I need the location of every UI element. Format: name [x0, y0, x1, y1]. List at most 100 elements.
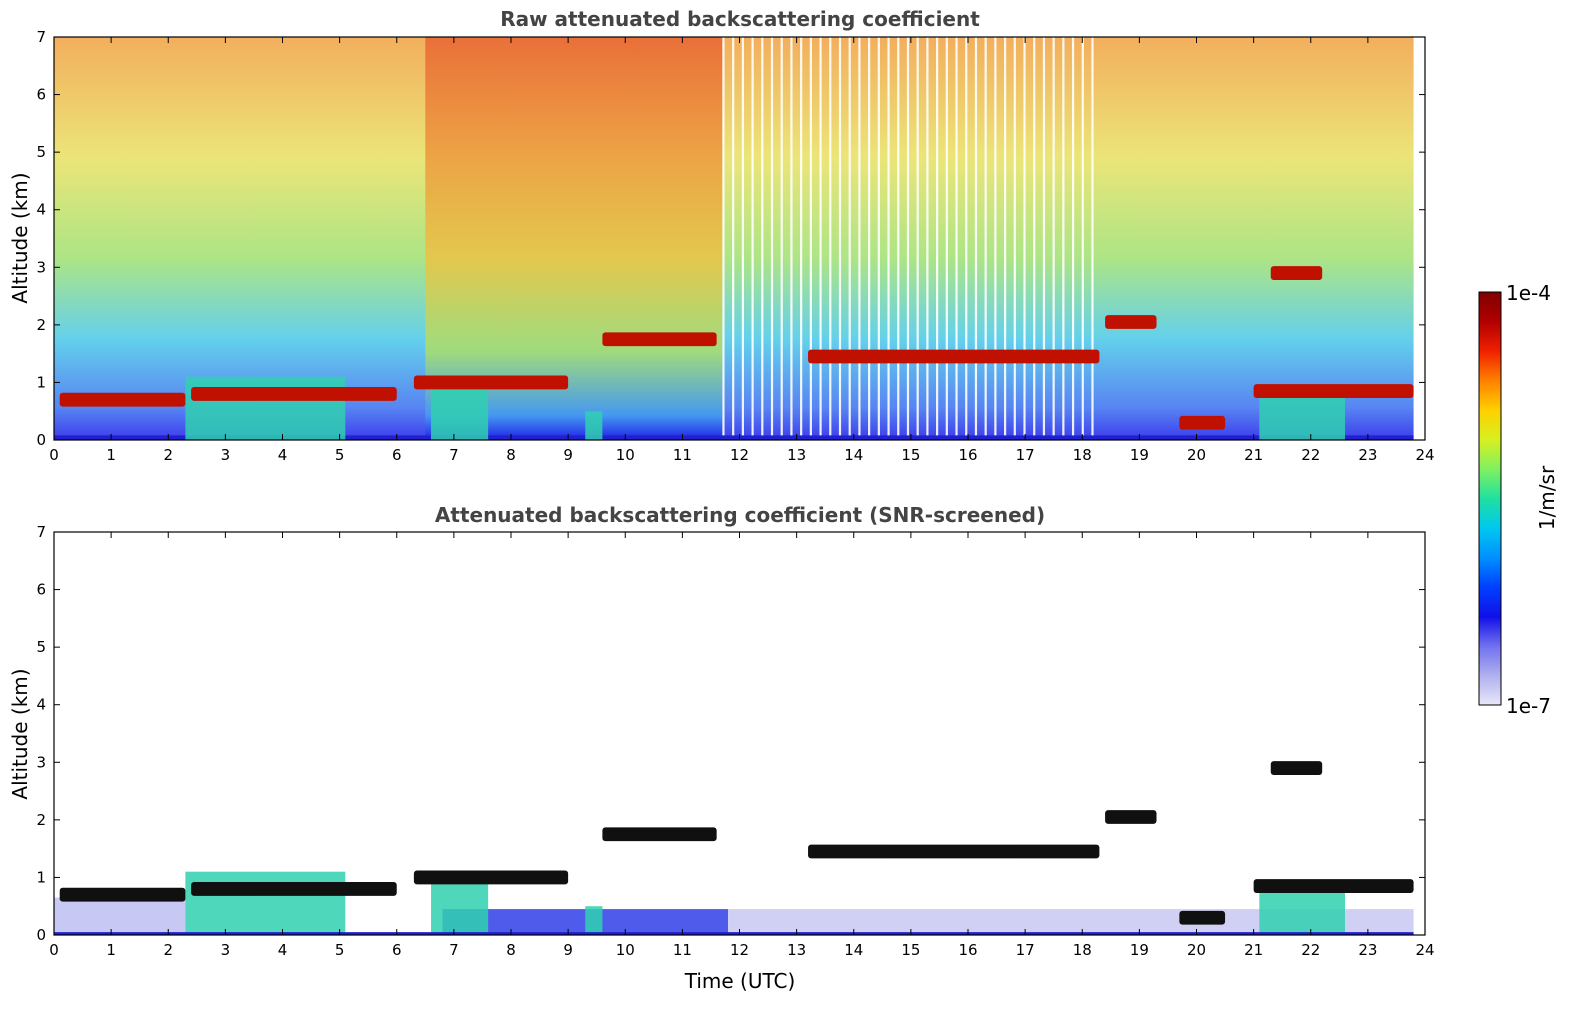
- x-tick-label: 16: [958, 446, 977, 464]
- colorbar-max-label: 1e-4: [1506, 281, 1551, 305]
- y-tick-label: 0: [36, 926, 46, 944]
- raw-data-gap: [829, 37, 832, 440]
- x-tick-label: 5: [335, 941, 345, 959]
- screened-x-ticks: 0 1 2 3 4 5 6 7 8 9 10 11 12 13 14 15 16 17 18 19 20 21 22 23 24: [49, 532, 1435, 959]
- raw-data-gap: [819, 37, 822, 440]
- raw-aerosol-plume: [585, 411, 603, 440]
- raw-data-gap: [790, 37, 793, 440]
- x-tick-label: 10: [616, 941, 635, 959]
- x-tick-label: 19: [1130, 941, 1149, 959]
- raw-cloud-layer: [1253, 384, 1414, 398]
- raw-data-gap: [974, 37, 978, 440]
- screened-heatmap-field: [54, 871, 1414, 935]
- x-tick-label: 4: [278, 446, 288, 464]
- raw-cloud-layer: [808, 349, 1100, 364]
- raw-surface-band: [54, 435, 1414, 440]
- raw-cloud-layer: [191, 387, 397, 401]
- screened-cloud-layer: [413, 870, 569, 885]
- raw-data-gap: [887, 37, 890, 440]
- raw-data-gap: [916, 37, 919, 440]
- x-tick-label: 4: [278, 941, 288, 959]
- raw-data-gap: [945, 37, 948, 440]
- raw-data-gap: [965, 37, 968, 440]
- colorbar-unit-label: 1/m/sr: [1535, 465, 1559, 530]
- x-tick-label: 23: [1358, 941, 1377, 959]
- raw-data-gap: [1023, 37, 1026, 440]
- raw-cloud-layer: [413, 375, 569, 390]
- x-tick-label: 20: [1187, 446, 1206, 464]
- y-tick-label: 1: [36, 373, 46, 391]
- colorbar-scale: [1478, 291, 1502, 706]
- raw-aerosol-plume: [185, 376, 346, 440]
- x-tick-label: 13: [787, 446, 806, 464]
- raw-data-gap: [1033, 37, 1036, 440]
- x-tick-label: 14: [844, 941, 863, 959]
- y-tick-label: 5: [36, 143, 46, 161]
- x-tick-label: 3: [221, 446, 231, 464]
- x-tick-label: 15: [901, 446, 920, 464]
- raw-data-gap: [1003, 37, 1007, 440]
- screened-cloud-layers: [59, 761, 1414, 925]
- x-tick-label: 6: [392, 446, 402, 464]
- raw-backscatter-panel: Raw attenuated backscattering coefficien…: [8, 7, 1435, 464]
- x-tick-label: 6: [392, 941, 402, 959]
- y-tick-label: 2: [36, 811, 46, 829]
- x-tick-label: 11: [673, 941, 692, 959]
- x-tick-label: 17: [1016, 941, 1035, 959]
- raw-data-gap: [809, 37, 812, 440]
- x-axis-label: Time (UTC): [684, 969, 796, 993]
- screened-aerosol-plume: [185, 871, 346, 935]
- x-tick-label: 21: [1244, 446, 1263, 464]
- y-tick-label: 4: [36, 201, 46, 219]
- raw-data-gap: [770, 37, 774, 440]
- x-tick-label: 15: [901, 941, 920, 959]
- x-tick-label: 8: [506, 446, 516, 464]
- raw-heatmap-field: [54, 37, 1414, 440]
- x-tick-label: 11: [673, 446, 692, 464]
- y-tick-label: 4: [36, 696, 46, 714]
- raw-data-gap: [722, 37, 725, 440]
- x-tick-label: 2: [163, 941, 173, 959]
- raw-cloud-layer: [59, 392, 186, 407]
- y-tick-label: 7: [36, 28, 46, 46]
- y-tick-label: 3: [36, 753, 46, 771]
- screened-aerosol-plume: [431, 883, 489, 935]
- x-tick-label: 3: [221, 941, 231, 959]
- raw-y-axis-label: Altitude (km): [8, 172, 32, 303]
- raw-data-gap: [984, 37, 987, 440]
- x-tick-label: 0: [49, 941, 59, 959]
- x-tick-label: 23: [1358, 446, 1377, 464]
- x-tick-label: 17: [1016, 446, 1035, 464]
- screened-cloud-layer: [808, 844, 1100, 859]
- raw-data-gap: [897, 37, 900, 440]
- raw-data-gap: [751, 37, 754, 440]
- colorbar: 1e-4 1e-7 1/m/sr: [1478, 281, 1559, 718]
- screened-cloud-layer: [1179, 910, 1226, 925]
- y-tick-label: 3: [36, 258, 46, 276]
- screened-haze: [54, 897, 186, 935]
- x-tick-label: 5: [335, 446, 345, 464]
- x-tick-label: 7: [449, 941, 459, 959]
- x-tick-label: 10: [616, 446, 635, 464]
- raw-data-gap: [1091, 37, 1094, 440]
- raw-aerosol-plume: [431, 388, 489, 440]
- x-tick-label: 12: [730, 446, 749, 464]
- screened-backscatter-panel: Attenuated backscattering coefficient (S…: [8, 503, 1435, 993]
- x-tick-label: 13: [787, 941, 806, 959]
- raw-data-gap: [877, 37, 880, 440]
- x-tick-label: 21: [1244, 941, 1263, 959]
- x-tick-label: 9: [563, 446, 573, 464]
- screened-cloud-layer: [59, 887, 186, 902]
- screened-y-ticks: 0 1 2 3 4 5 6 7: [36, 523, 1425, 944]
- x-tick-label: 20: [1187, 941, 1206, 959]
- raw-x-ticks: 0 1 2 3 4 5 6 7 8 9 10 11 12 13 14 15 16 17 18 19 20 21 22 23 24: [49, 37, 1435, 464]
- raw-data-gap: [868, 37, 871, 440]
- x-tick-label: 14: [844, 446, 863, 464]
- y-tick-label: 7: [36, 523, 46, 541]
- x-tick-label: 19: [1130, 446, 1149, 464]
- raw-data-gap: [936, 37, 939, 440]
- y-tick-label: 5: [36, 638, 46, 656]
- raw-data-gap: [1071, 37, 1075, 440]
- screened-cloud-layer: [602, 827, 717, 842]
